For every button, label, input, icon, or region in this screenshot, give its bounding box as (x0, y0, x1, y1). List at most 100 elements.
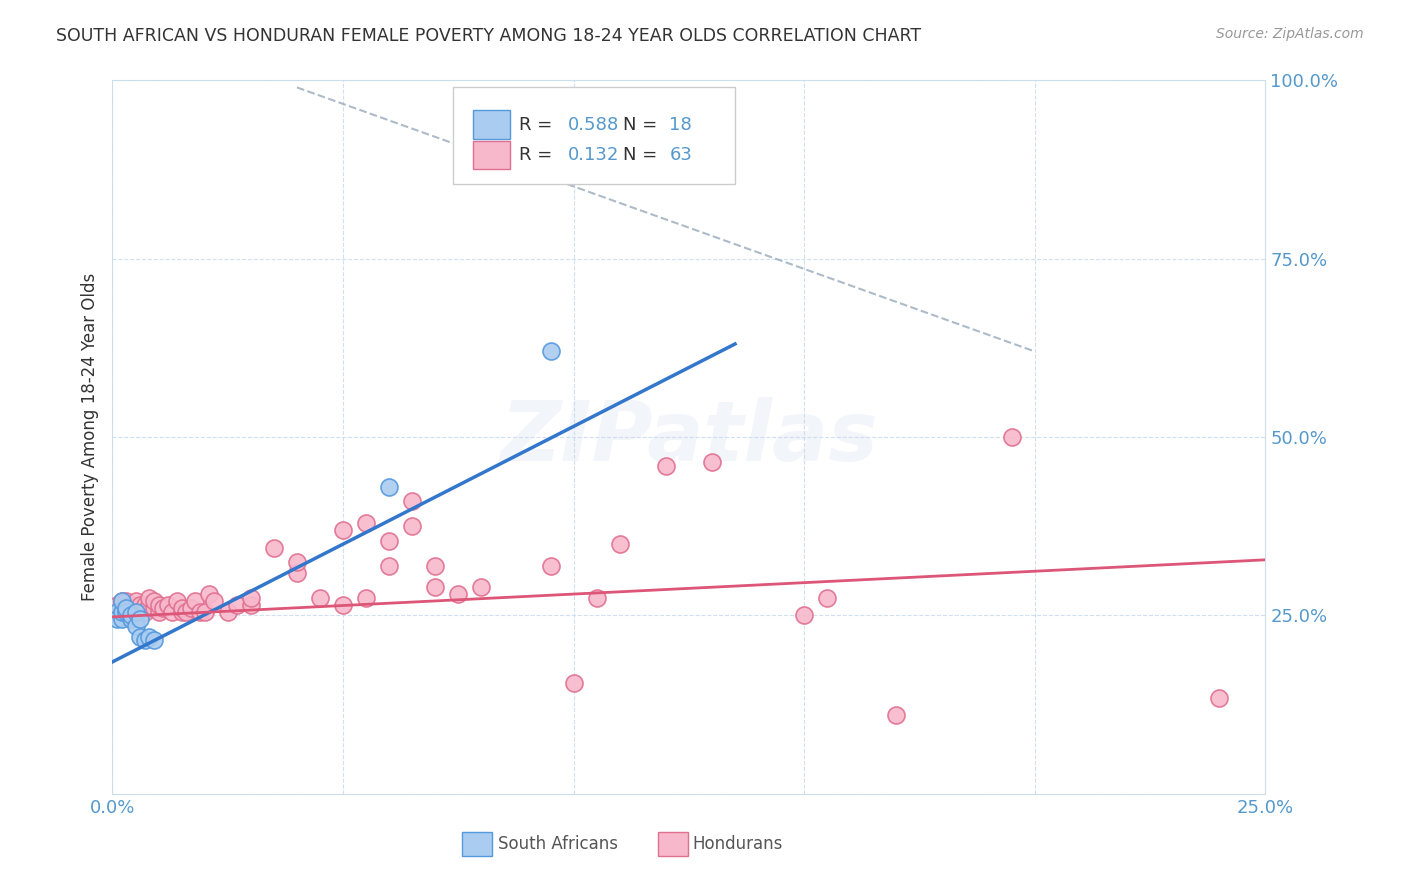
Point (129, 598, 152, 612)
Point (425, 580, 447, 594)
Point (263, 541, 285, 555)
Point (148, 605, 170, 619)
Point (105, 598, 128, 612)
Point (309, 591, 332, 605)
Point (332, 598, 354, 612)
Point (120, 601, 142, 615)
Point (184, 594, 207, 608)
Point (540, 344, 562, 359)
Point (143, 633, 166, 648)
Point (115, 605, 138, 619)
Point (886, 708, 908, 723)
Point (447, 587, 470, 601)
Text: ZIPatlas: ZIPatlas (501, 397, 877, 477)
Text: 18: 18 (669, 116, 692, 134)
Point (378, 558, 401, 573)
Point (124, 605, 146, 619)
Point (138, 591, 160, 605)
Point (105, 605, 128, 619)
Point (378, 480, 401, 494)
Point (138, 598, 160, 612)
Point (129, 630, 152, 644)
FancyBboxPatch shape (658, 831, 688, 856)
Point (124, 605, 146, 619)
Text: R =: R = (519, 116, 558, 134)
Point (401, 494, 423, 508)
Point (585, 591, 607, 605)
Text: Hondurans: Hondurans (692, 835, 783, 853)
Point (285, 555, 308, 569)
Point (180, 601, 202, 615)
FancyBboxPatch shape (474, 141, 510, 169)
Text: 63: 63 (669, 146, 692, 164)
Text: N =: N = (623, 116, 664, 134)
Point (354, 591, 377, 605)
Point (239, 591, 262, 605)
Point (134, 633, 156, 648)
Point (815, 591, 838, 605)
Text: R =: R = (519, 146, 558, 164)
FancyBboxPatch shape (453, 87, 735, 184)
Point (609, 537, 631, 551)
Point (115, 601, 138, 615)
Point (111, 612, 134, 626)
Point (111, 594, 134, 608)
Point (138, 630, 160, 644)
Point (194, 605, 217, 619)
Point (562, 676, 585, 690)
Point (166, 594, 188, 608)
Point (124, 619, 146, 633)
Point (115, 598, 138, 612)
Text: 0.588: 0.588 (568, 116, 619, 134)
Point (170, 605, 193, 619)
FancyBboxPatch shape (474, 111, 510, 139)
Point (111, 605, 134, 619)
Point (202, 594, 225, 608)
Point (332, 523, 354, 537)
Point (156, 598, 179, 612)
Text: South Africans: South Africans (498, 835, 617, 853)
Text: 0.132: 0.132 (568, 146, 619, 164)
Y-axis label: Female Poverty Among 18-24 Year Olds: Female Poverty Among 18-24 Year Olds (80, 273, 98, 601)
Point (143, 594, 166, 608)
Point (470, 580, 492, 594)
Point (129, 612, 152, 626)
Point (198, 587, 221, 601)
Point (134, 605, 156, 619)
Point (129, 605, 152, 619)
Point (152, 601, 174, 615)
Point (120, 612, 142, 626)
FancyBboxPatch shape (461, 831, 492, 856)
Point (378, 533, 401, 548)
Point (124, 594, 146, 608)
Text: Source: ZipAtlas.com: Source: ZipAtlas.com (1216, 27, 1364, 41)
Point (143, 601, 166, 615)
Point (120, 598, 142, 612)
Point (793, 608, 815, 623)
Point (111, 594, 134, 608)
Point (174, 605, 197, 619)
Point (105, 612, 128, 626)
Point (115, 594, 138, 608)
Point (170, 601, 193, 615)
Point (217, 605, 239, 619)
Point (1208, 690, 1230, 705)
Point (285, 566, 308, 580)
Point (354, 516, 377, 530)
Point (655, 458, 678, 473)
Point (111, 605, 134, 619)
Point (540, 558, 562, 573)
Point (162, 605, 184, 619)
Point (148, 598, 170, 612)
Point (700, 455, 723, 469)
Point (134, 598, 156, 612)
Point (239, 598, 262, 612)
Point (188, 605, 211, 619)
Text: N =: N = (623, 146, 664, 164)
Point (401, 519, 423, 533)
Point (425, 558, 447, 573)
Point (120, 608, 142, 623)
Point (226, 598, 249, 612)
Point (1001, 430, 1024, 444)
Text: SOUTH AFRICAN VS HONDURAN FEMALE POVERTY AMONG 18-24 YEAR OLDS CORRELATION CHART: SOUTH AFRICAN VS HONDURAN FEMALE POVERTY… (56, 27, 921, 45)
